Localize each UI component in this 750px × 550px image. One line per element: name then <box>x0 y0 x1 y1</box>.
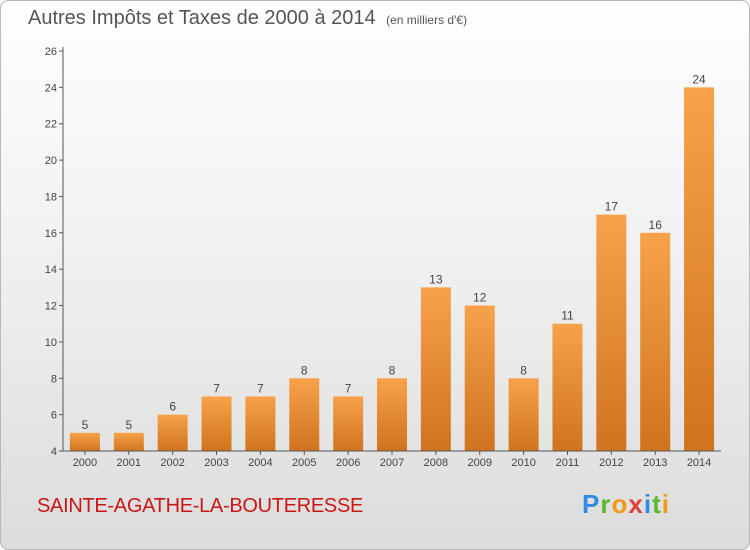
x-tick-label: 2003 <box>204 457 228 469</box>
x-tick-label: 2000 <box>73 457 97 469</box>
bar <box>201 396 232 451</box>
logo-letter: r <box>600 489 612 519</box>
y-tick-label: 22 <box>45 119 57 131</box>
data-label: 7 <box>345 381 352 395</box>
data-label: 7 <box>257 381 264 395</box>
bar <box>333 396 364 451</box>
x-tick-label: 2010 <box>511 457 535 469</box>
data-label: 13 <box>429 272 443 286</box>
bar <box>684 87 715 451</box>
data-label: 16 <box>649 218 663 232</box>
logo-letter: i <box>643 489 653 519</box>
data-label: 5 <box>82 418 89 432</box>
data-label: 8 <box>520 363 527 377</box>
bar <box>69 432 100 451</box>
data-label: 17 <box>605 200 619 214</box>
chart-title: Autres Impôts et Taxes de 2000 à 2014 <box>28 7 376 29</box>
data-label: 24 <box>692 72 706 86</box>
bar <box>552 323 583 451</box>
y-tick-label: 18 <box>45 191 57 203</box>
data-label: 6 <box>169 400 176 414</box>
bar <box>157 414 188 451</box>
x-tick-label: 2001 <box>117 457 141 469</box>
x-tick-label: 2002 <box>160 457 184 469</box>
y-tick-label: 20 <box>45 155 57 167</box>
chart-unit: (en milliers d'€) <box>386 13 468 27</box>
data-label: 5 <box>125 418 132 432</box>
bar <box>464 305 495 451</box>
data-label: 12 <box>473 291 487 305</box>
x-tick-label: 2012 <box>599 457 623 469</box>
x-tick-label: 2008 <box>424 457 448 469</box>
x-tick-label: 2013 <box>643 457 667 469</box>
y-tick-label: 10 <box>45 337 57 349</box>
y-tick-label: 24 <box>45 82 57 94</box>
y-tick-label: 12 <box>45 301 57 313</box>
logo-letter: i <box>661 489 670 519</box>
y-tick-label: 6 <box>51 410 57 422</box>
logo-letter: o <box>611 489 629 519</box>
bar <box>640 232 671 451</box>
data-label: 7 <box>213 381 220 395</box>
x-tick-label: 2004 <box>248 457 272 469</box>
logo-letter: x <box>628 489 644 519</box>
data-label: 8 <box>301 363 308 377</box>
x-tick-label: 2007 <box>380 457 404 469</box>
y-tick-label: 8 <box>51 373 57 385</box>
bar <box>377 378 407 451</box>
bar <box>245 396 276 451</box>
x-tick-label: 2005 <box>292 457 316 469</box>
x-tick-label: 2009 <box>467 457 491 469</box>
y-tick-label: 4 <box>51 446 57 458</box>
logo-letter: t <box>652 489 662 519</box>
bar <box>113 432 144 451</box>
proxiti-logo[interactable]: Proxiti <box>582 489 670 520</box>
y-tick-label: 26 <box>45 46 57 58</box>
x-tick-label: 2014 <box>687 457 711 469</box>
chart-title-block: Autres Impôts et Taxes de 2000 à 2014 (e… <box>28 7 467 30</box>
data-label: 8 <box>389 363 396 377</box>
bar <box>508 378 539 451</box>
x-tick-label: 2006 <box>336 457 360 469</box>
x-tick-label: 2011 <box>556 457 580 469</box>
logo-letter: P <box>582 489 601 519</box>
y-tick-label: 16 <box>45 228 57 240</box>
bar <box>420 287 451 451</box>
data-label: 11 <box>561 309 574 323</box>
y-tick-label: 14 <box>45 264 57 276</box>
bar <box>596 214 627 451</box>
bar <box>289 378 320 451</box>
commune-name: SAINTE-AGATHE-LA-BOUTERESSE <box>37 495 364 517</box>
